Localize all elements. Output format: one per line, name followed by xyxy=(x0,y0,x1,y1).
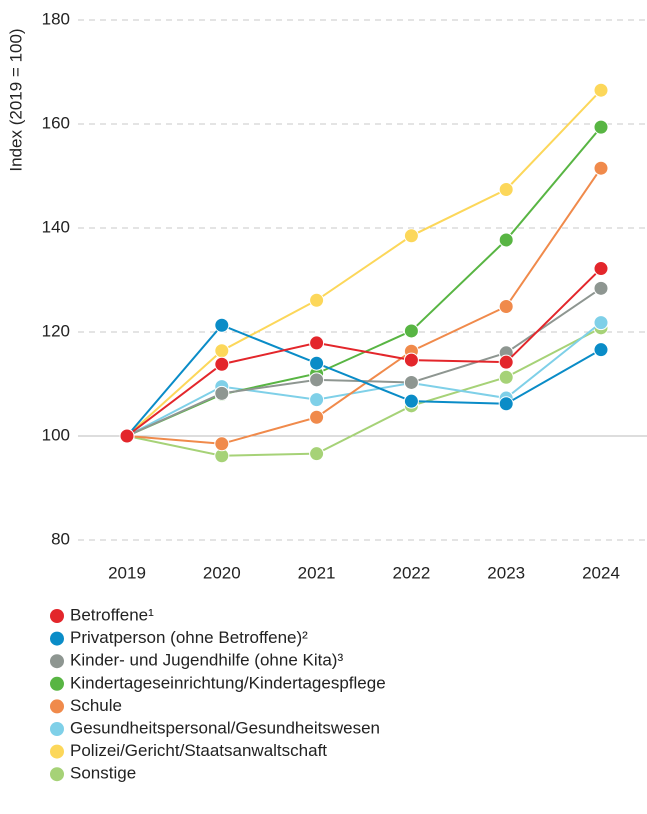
legend-label: Kinder- und Jugendhilfe (ohne Kita)³ xyxy=(70,651,343,670)
legend-label: Polizei/Gericht/Staatsanwaltschaft xyxy=(70,741,327,760)
data-point xyxy=(309,446,325,462)
data-point xyxy=(593,82,609,98)
data-point xyxy=(214,343,230,359)
legend-marker xyxy=(50,654,64,669)
data-point xyxy=(309,409,325,425)
data-point xyxy=(498,396,514,412)
legend-label: Schule xyxy=(70,696,122,715)
y-tick-label: 140 xyxy=(42,217,70,236)
series-line xyxy=(126,324,602,437)
y-tick-label: 160 xyxy=(42,113,70,132)
data-point xyxy=(498,369,514,385)
legend-label: Kindertageseinrichtung/Kindertagespflege xyxy=(70,673,386,692)
data-point xyxy=(498,232,514,248)
series-line xyxy=(126,167,602,445)
legend-marker xyxy=(50,744,64,759)
data-point xyxy=(309,292,325,308)
data-point xyxy=(593,315,609,331)
legend-marker xyxy=(50,631,64,646)
data-point xyxy=(309,355,325,371)
legend-label: Privatperson (ohne Betroffene)² xyxy=(70,628,308,647)
x-tick-label: 2019 xyxy=(108,563,146,582)
legend-label: Betroffene¹ xyxy=(70,605,154,624)
x-tick-label: 2024 xyxy=(582,563,620,582)
series-line xyxy=(126,267,602,437)
legend-label: Sonstige xyxy=(70,764,136,783)
data-point xyxy=(498,299,514,315)
series-line xyxy=(126,321,602,437)
legend-marker xyxy=(50,676,64,691)
legend-label: Gesundheitspersonal/Gesundheitswesen xyxy=(70,718,380,737)
data-point xyxy=(403,323,419,339)
x-tick-label: 2022 xyxy=(392,563,430,582)
data-point xyxy=(119,428,135,444)
data-point xyxy=(498,182,514,198)
data-point xyxy=(309,372,325,388)
data-point xyxy=(593,261,609,277)
data-point xyxy=(403,393,419,409)
y-tick-label: 180 xyxy=(42,9,70,28)
data-point xyxy=(593,342,609,358)
data-point xyxy=(593,119,609,135)
x-tick-label: 2021 xyxy=(298,563,336,582)
data-point xyxy=(403,352,419,368)
data-point xyxy=(214,356,230,372)
legend-marker xyxy=(50,699,64,714)
x-tick-label: 2020 xyxy=(203,563,241,582)
x-tick-label: 2023 xyxy=(487,563,525,582)
data-point xyxy=(498,354,514,370)
y-axis-label: Index (2019 = 100) xyxy=(6,28,25,171)
data-point xyxy=(403,228,419,244)
data-point xyxy=(214,436,230,452)
y-tick-label: 120 xyxy=(42,321,70,340)
data-point xyxy=(403,374,419,390)
data-point xyxy=(593,160,609,176)
y-tick-label: 100 xyxy=(42,425,70,444)
data-point xyxy=(309,335,325,351)
series-line xyxy=(126,326,602,457)
legend-marker xyxy=(50,609,64,623)
series-line xyxy=(126,287,602,437)
legend-marker xyxy=(50,767,64,782)
data-point xyxy=(214,317,230,333)
legend-marker xyxy=(50,722,64,736)
data-point xyxy=(309,392,325,408)
data-point xyxy=(214,385,230,401)
series-line xyxy=(126,89,602,437)
y-tick-label: 80 xyxy=(51,529,70,548)
data-point xyxy=(593,280,609,296)
